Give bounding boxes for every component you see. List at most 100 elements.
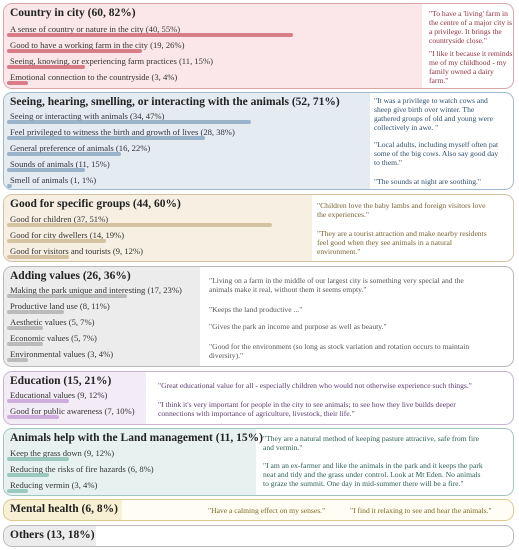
- quote-line: collectively in awe. ": [374, 123, 439, 132]
- quote-line: a privilege. It brings the: [429, 27, 502, 36]
- theme-item-bar: [7, 81, 28, 85]
- quote-line: "I like it because it reminds: [429, 49, 513, 58]
- quote: "Local adults, including myself often pa…: [374, 140, 498, 167]
- theme-item-bar: [7, 473, 49, 477]
- theme-box-others: Others (13, 18%): [3, 525, 514, 547]
- theme-item-bar: [7, 358, 28, 362]
- theme-item-bar: [7, 326, 44, 330]
- theme-item-bar: [7, 136, 205, 140]
- quote: "Have a calming effect on my senses.": [208, 506, 325, 515]
- quote-line: me of my childhood - my: [429, 58, 507, 67]
- theme-box-animals-senses: Seeing, hearing, smelling, or interactin…: [3, 92, 514, 190]
- theme-item: Good for children (37, 51%): [10, 214, 109, 224]
- theme-panel: [4, 93, 370, 189]
- quote-line: to graze the summit. One day in mid-summ…: [263, 479, 464, 488]
- theme-item: Keep the grass down (9, 12%): [10, 448, 115, 458]
- quote-line: "They are a natural method of keeping pa…: [263, 434, 480, 443]
- theme-item-bar: [7, 120, 252, 124]
- quote-line: "The sounds at night are soothing.": [374, 177, 482, 186]
- quote-line: "Have a calming effect on my senses.": [208, 506, 326, 515]
- quote-line: "It was a privilege to watch cows and: [374, 96, 488, 105]
- quote: "Good for the environment (so long as st…: [209, 342, 469, 360]
- theme-item: A sense of country or nature in the city…: [10, 24, 181, 34]
- theme-item: Good for city dwellers (14, 19%): [10, 230, 125, 240]
- theme-item: Making the park unique and interesting (…: [10, 285, 182, 295]
- theme-title: Mental health (6, 8%): [10, 503, 118, 515]
- quote: "I find it relaxing to see and hear the …: [350, 506, 492, 515]
- quote-line: "Local adults, including myself often pa…: [374, 140, 499, 149]
- quote-line: "They are a tourist attraction and make …: [317, 229, 487, 238]
- quote-line: countryside close.": [429, 36, 487, 45]
- theme-panel: [4, 195, 312, 261]
- theme-item: Smell of animals (1, 1%): [10, 175, 97, 185]
- theme-item: Seeing or interacting with animals (34, …: [10, 111, 165, 121]
- quote: "Keeps the land productive ...": [209, 305, 302, 314]
- quote-line: some of the big cows. Also say good day: [374, 149, 499, 158]
- quote-line: farm.": [429, 76, 449, 85]
- quote: "They are a natural method of keeping pa…: [263, 434, 479, 452]
- quote-line: animals make it real, without them it se…: [209, 285, 367, 294]
- quote-line: "Gives the park an income and purpose as…: [209, 322, 387, 331]
- theme-panel: [4, 267, 200, 366]
- theme-item: Reducing the risks of fire hazards (6, 8…: [10, 464, 154, 474]
- quote-line: "Keeps the land productive ...": [209, 305, 303, 314]
- theme-title: Others (13, 18%): [10, 529, 95, 541]
- quote-line: and vermin.": [263, 443, 303, 452]
- quote-line: neat and tidy and the grass under contro…: [263, 470, 481, 479]
- quote: "It was a privilege to watch cows and sh…: [374, 96, 493, 132]
- quote: "Gives the park an income and purpose as…: [209, 322, 387, 331]
- quote: "Children love the baby lambs and foreig…: [317, 201, 485, 219]
- theme-item-bar: [7, 255, 70, 259]
- theme-box-mental-health: Mental health (6, 8%) "Have a calming ef…: [3, 499, 514, 521]
- quote: "The sounds at night are soothing.": [374, 177, 481, 186]
- theme-item-bar: [7, 239, 106, 243]
- theme-item: General preference of animals (16, 22%): [10, 143, 151, 153]
- theme-item: Feel privileged to witness the birth and…: [10, 127, 235, 137]
- quote-line: environment.": [317, 247, 361, 256]
- quote: "They are a tourist attraction and make …: [317, 229, 487, 256]
- quote: "Living on a farm in the middle of our l…: [209, 276, 464, 294]
- quote-line: the centre of a major city is: [429, 18, 513, 27]
- quote-line: "Good for the environment (so long as st…: [209, 342, 470, 351]
- theme-box-country-in-city: Country in city (60, 82%) A sense of cou…: [3, 3, 514, 89]
- theme-item: Good for public awareness (7, 10%): [10, 406, 135, 416]
- theme-panel: [4, 500, 122, 520]
- theme-title: Education (15, 21%): [10, 375, 112, 387]
- quote-line: "Great educational value for all - espec…: [158, 381, 472, 390]
- quote-line: diversity).": [209, 351, 244, 360]
- quote-line: connections with importance of agricultu…: [158, 409, 355, 418]
- theme-item-bar: [7, 184, 13, 188]
- theme-item-bar: [7, 168, 85, 172]
- theme-item: Emotional connection to the countryside …: [10, 72, 178, 82]
- theme-item-bar: [7, 489, 28, 493]
- theme-item-bar: [7, 294, 127, 298]
- theme-item: Seeing, knowing, or experiencing farm pr…: [10, 56, 213, 66]
- theme-box-land-management: Animals help with the Land management (1…: [3, 428, 514, 496]
- quote: "I like it because it reminds me of my c…: [429, 49, 512, 85]
- quote: "I am an ex-farmer and like the animals …: [263, 461, 483, 488]
- quote-line: "To have a 'living' farm in: [429, 9, 508, 18]
- theme-item-bar: [7, 399, 70, 403]
- quote-line: the experiences.": [317, 210, 370, 219]
- theme-item-bar: [7, 49, 143, 53]
- quote-line: sheep give birth over winter. The: [374, 105, 475, 114]
- quote-line: to them.": [374, 158, 402, 167]
- theme-title: Good for specific groups (44, 60%): [10, 198, 181, 210]
- theme-item-bar: [7, 152, 122, 156]
- theme-item: Environmental values (3, 4%): [10, 349, 114, 359]
- quote: "To have a 'living' farm in the centre o…: [429, 9, 512, 45]
- theme-box-specific-groups: Good for specific groups (44, 60%) Good …: [3, 194, 514, 262]
- theme-title: Animals help with the Land management (1…: [10, 432, 264, 444]
- theme-item-bar: [7, 415, 59, 419]
- theme-box-adding-values: Adding values (26, 36%) Making the park …: [3, 266, 514, 367]
- quote-line: gathered groups of old and young were: [374, 114, 493, 123]
- theme-item-bar: [7, 33, 293, 37]
- quote-line: "Living on a farm in the middle of our l…: [209, 276, 464, 285]
- theme-item: Economic values (5, 7%): [10, 333, 97, 343]
- quote-line: "Children love the baby lambs and foreig…: [317, 201, 486, 210]
- theme-item-bar: [7, 457, 70, 461]
- theme-item: Aesthetic values (5, 7%): [10, 317, 95, 327]
- quote-line: family owned a dairy: [429, 67, 494, 76]
- quote-line: "I think it's very important for people …: [158, 400, 456, 409]
